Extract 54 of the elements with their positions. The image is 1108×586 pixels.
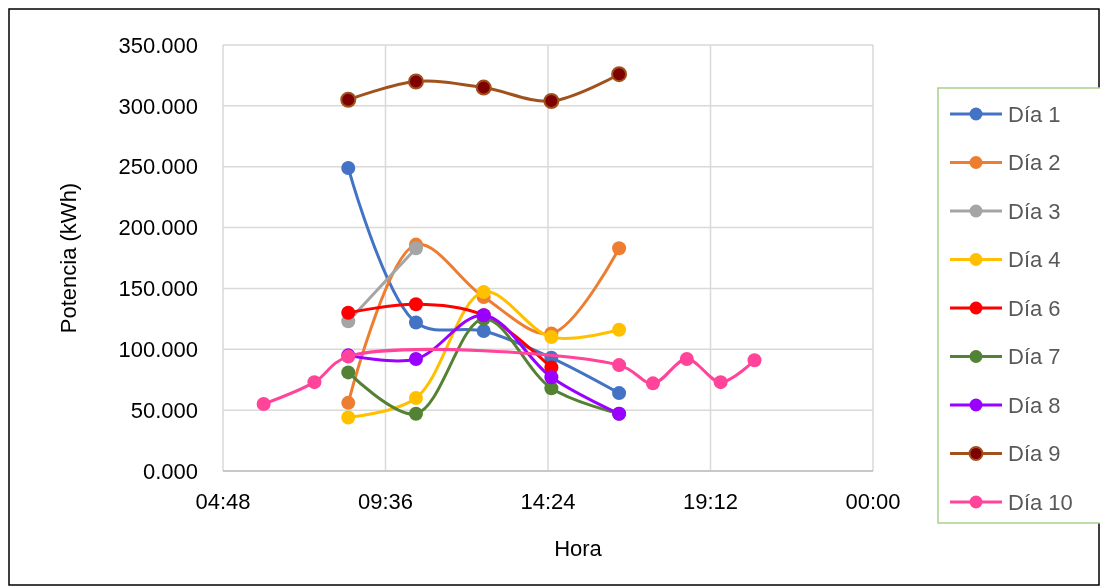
point bbox=[341, 410, 356, 425]
point bbox=[341, 305, 356, 320]
point bbox=[679, 352, 694, 367]
legend-label: Día 1 bbox=[1008, 101, 1061, 127]
x-tick-label: 00:00 bbox=[845, 489, 901, 514]
point bbox=[307, 375, 322, 390]
point bbox=[341, 395, 356, 410]
point bbox=[612, 358, 627, 373]
point bbox=[476, 324, 491, 339]
point bbox=[476, 285, 491, 300]
point bbox=[611, 66, 628, 83]
point bbox=[645, 376, 660, 391]
x-tick-label: 14:24 bbox=[520, 489, 576, 514]
y-tick-label: 150.000 bbox=[118, 276, 198, 302]
point bbox=[408, 315, 423, 330]
legend-label: Día 9 bbox=[1008, 441, 1061, 467]
point bbox=[747, 353, 762, 368]
point bbox=[612, 322, 627, 337]
y-tick-label: 0.000 bbox=[142, 458, 198, 484]
y-tick-label: 100.000 bbox=[118, 336, 198, 362]
point bbox=[612, 241, 627, 256]
legend-label: Día 7 bbox=[1008, 344, 1061, 370]
point bbox=[408, 390, 423, 405]
point bbox=[341, 160, 356, 175]
point bbox=[341, 365, 356, 380]
point bbox=[340, 91, 357, 108]
y-tick-label: 300.000 bbox=[118, 93, 198, 119]
x-tick-label: 09:36 bbox=[357, 489, 414, 514]
y-tick-label: 250.000 bbox=[118, 154, 198, 180]
legend-label: Día 2 bbox=[1008, 150, 1061, 176]
x-tick-label: 04:48 bbox=[195, 489, 251, 514]
point bbox=[612, 386, 627, 401]
legend-label: Día 6 bbox=[1008, 295, 1061, 321]
y-axis-title: Potencia (kWh) bbox=[56, 182, 81, 334]
legend-label: Día 3 bbox=[1008, 198, 1061, 224]
legend-label: Día 4 bbox=[1008, 247, 1061, 273]
point bbox=[408, 241, 423, 256]
y-tick-label: 350.000 bbox=[118, 32, 198, 58]
point bbox=[408, 406, 423, 421]
legend-label: Día 8 bbox=[1008, 392, 1061, 418]
x-axis-title: Hora bbox=[554, 536, 603, 561]
point bbox=[543, 92, 560, 109]
x-tick-label: 19:12 bbox=[682, 489, 739, 514]
point bbox=[407, 73, 424, 90]
y-tick-label: 50.000 bbox=[130, 397, 198, 423]
point bbox=[544, 330, 559, 345]
point bbox=[408, 352, 423, 367]
point bbox=[544, 370, 559, 385]
y-tick-label: 200.000 bbox=[118, 215, 198, 241]
point bbox=[256, 397, 271, 412]
point bbox=[408, 297, 423, 312]
legend-label: Día 10 bbox=[1008, 489, 1073, 515]
point bbox=[475, 79, 492, 96]
point bbox=[713, 375, 728, 390]
